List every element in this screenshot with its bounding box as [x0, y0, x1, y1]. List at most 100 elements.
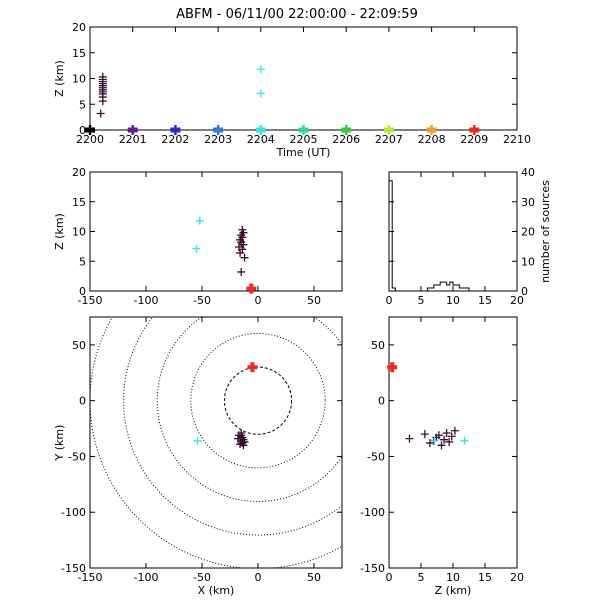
- x-height-frame: [89, 171, 343, 292]
- source-point: [430, 436, 439, 445]
- time-marker-stem: [88, 125, 92, 135]
- x-tick-label: -100: [134, 294, 159, 307]
- histogram-ylabel: number of sources: [539, 180, 552, 283]
- histogram-frame: [388, 171, 518, 292]
- station-marker-stem: [249, 283, 254, 294]
- y-tick-label: 0: [79, 395, 86, 408]
- source-point: [236, 440, 245, 449]
- x-height-ylabel: Z (km): [53, 213, 66, 250]
- x-tick-label: -150: [78, 294, 103, 307]
- x-tick-label: 2203: [204, 133, 232, 146]
- source-point: [195, 216, 204, 225]
- x-tick-label: 2207: [375, 133, 403, 146]
- y-tick-label: 10: [521, 255, 535, 268]
- y-tick-label: 20: [521, 226, 535, 239]
- y-tick-label: 20: [72, 166, 86, 179]
- source-point: [420, 430, 429, 439]
- time-marker-stem: [259, 125, 262, 135]
- source-point: [437, 441, 446, 450]
- x-tick-label: 2206: [332, 133, 360, 146]
- y-tick-label: 0: [521, 285, 528, 298]
- source-point: [442, 429, 451, 438]
- x-tick-label: 5: [418, 294, 425, 307]
- x-tick-label: 2201: [119, 133, 147, 146]
- x-tick-label: 0: [255, 294, 262, 307]
- range-ring: [156, 317, 342, 502]
- x-height-panel: -150 -100 -50 0 50 0 5 10 15 20 Z (km): [53, 166, 343, 307]
- x-tick-label: 5: [418, 571, 425, 584]
- x-tick-label: 2202: [161, 133, 189, 146]
- x-tick-label: -100: [134, 571, 159, 584]
- y-tick-label: 5: [79, 255, 86, 268]
- plan-view-xlabel: X (km): [198, 584, 235, 597]
- x-tick-label: 0: [255, 571, 262, 584]
- x-tick-label: 2200: [76, 133, 104, 146]
- y-tick-label: 5: [79, 98, 86, 111]
- y-tick-label: 0: [79, 285, 86, 298]
- range-rings: [90, 317, 342, 568]
- time-marker-stem: [430, 125, 433, 135]
- x-tick-label: 50: [307, 571, 321, 584]
- y-tick-label: 10: [72, 73, 86, 86]
- x-tick-label: 2204: [247, 133, 275, 146]
- x-tick-label: 50: [307, 294, 321, 307]
- y-tick-label: 20: [72, 21, 86, 34]
- source-point: [192, 244, 201, 253]
- x-tick-label: 0: [386, 571, 393, 584]
- y-tick-label: 10: [72, 226, 86, 239]
- y-tick-label: -100: [61, 506, 86, 519]
- x-tick-label: 15: [478, 294, 492, 307]
- time-height-frame: [89, 26, 518, 131]
- x-tick-label: -50: [193, 571, 211, 584]
- x-tick-label: -50: [193, 294, 211, 307]
- x-tick-label: 20: [510, 294, 524, 307]
- y-tick-label: 50: [371, 339, 385, 352]
- source-point: [96, 109, 105, 118]
- figure-title: ABFM - 06/11/00 22:00:00 - 22:09:59: [176, 7, 418, 22]
- source-point: [256, 89, 265, 98]
- time-marker-stem: [216, 125, 220, 135]
- source-point: [234, 242, 243, 251]
- time-marker-stem: [174, 125, 177, 135]
- source-point: [256, 65, 265, 74]
- source-point: [98, 72, 107, 81]
- y-tick-label: -150: [61, 562, 86, 575]
- range-ring: [190, 332, 326, 469]
- x-tick-label: 2210: [503, 133, 531, 146]
- y-tick-label: -100: [360, 506, 385, 519]
- range-ring: [223, 366, 293, 435]
- x-tick-label: 2209: [460, 133, 488, 146]
- time-marker-stem: [131, 125, 134, 135]
- source-point: [445, 437, 454, 446]
- source-point: [460, 436, 469, 445]
- source-point: [434, 431, 443, 440]
- x-tick-label: 20: [510, 571, 524, 584]
- time-marker-stem: [302, 125, 305, 135]
- x-tick-label: 10: [446, 294, 460, 307]
- x-tick-label: 0: [386, 294, 393, 307]
- y-tick-label: 0: [79, 124, 86, 137]
- time-height-xlabel: Time (UT): [276, 146, 331, 159]
- source-point: [405, 434, 414, 443]
- source-point: [240, 253, 249, 262]
- y-tick-label: 40: [521, 166, 535, 179]
- y-tick-label: 0: [378, 395, 385, 408]
- y-tick-label: 50: [72, 339, 86, 352]
- source-point: [450, 426, 459, 435]
- y-tick-label: -50: [367, 450, 385, 463]
- time-marker-stem: [387, 125, 391, 135]
- x-tick-label: 15: [478, 571, 492, 584]
- y-tick-label: 30: [521, 196, 535, 209]
- source-point: [238, 225, 247, 234]
- plan-view-frame: [89, 316, 343, 569]
- source-point: [237, 267, 246, 276]
- height-y-xlabel: Z (km): [435, 584, 472, 597]
- source-point: [239, 441, 248, 450]
- x-tick-label: 2208: [418, 133, 446, 146]
- time-height-ylabel: Z (km): [53, 60, 66, 97]
- source-point: [193, 436, 202, 445]
- y-tick-label: 15: [72, 196, 86, 209]
